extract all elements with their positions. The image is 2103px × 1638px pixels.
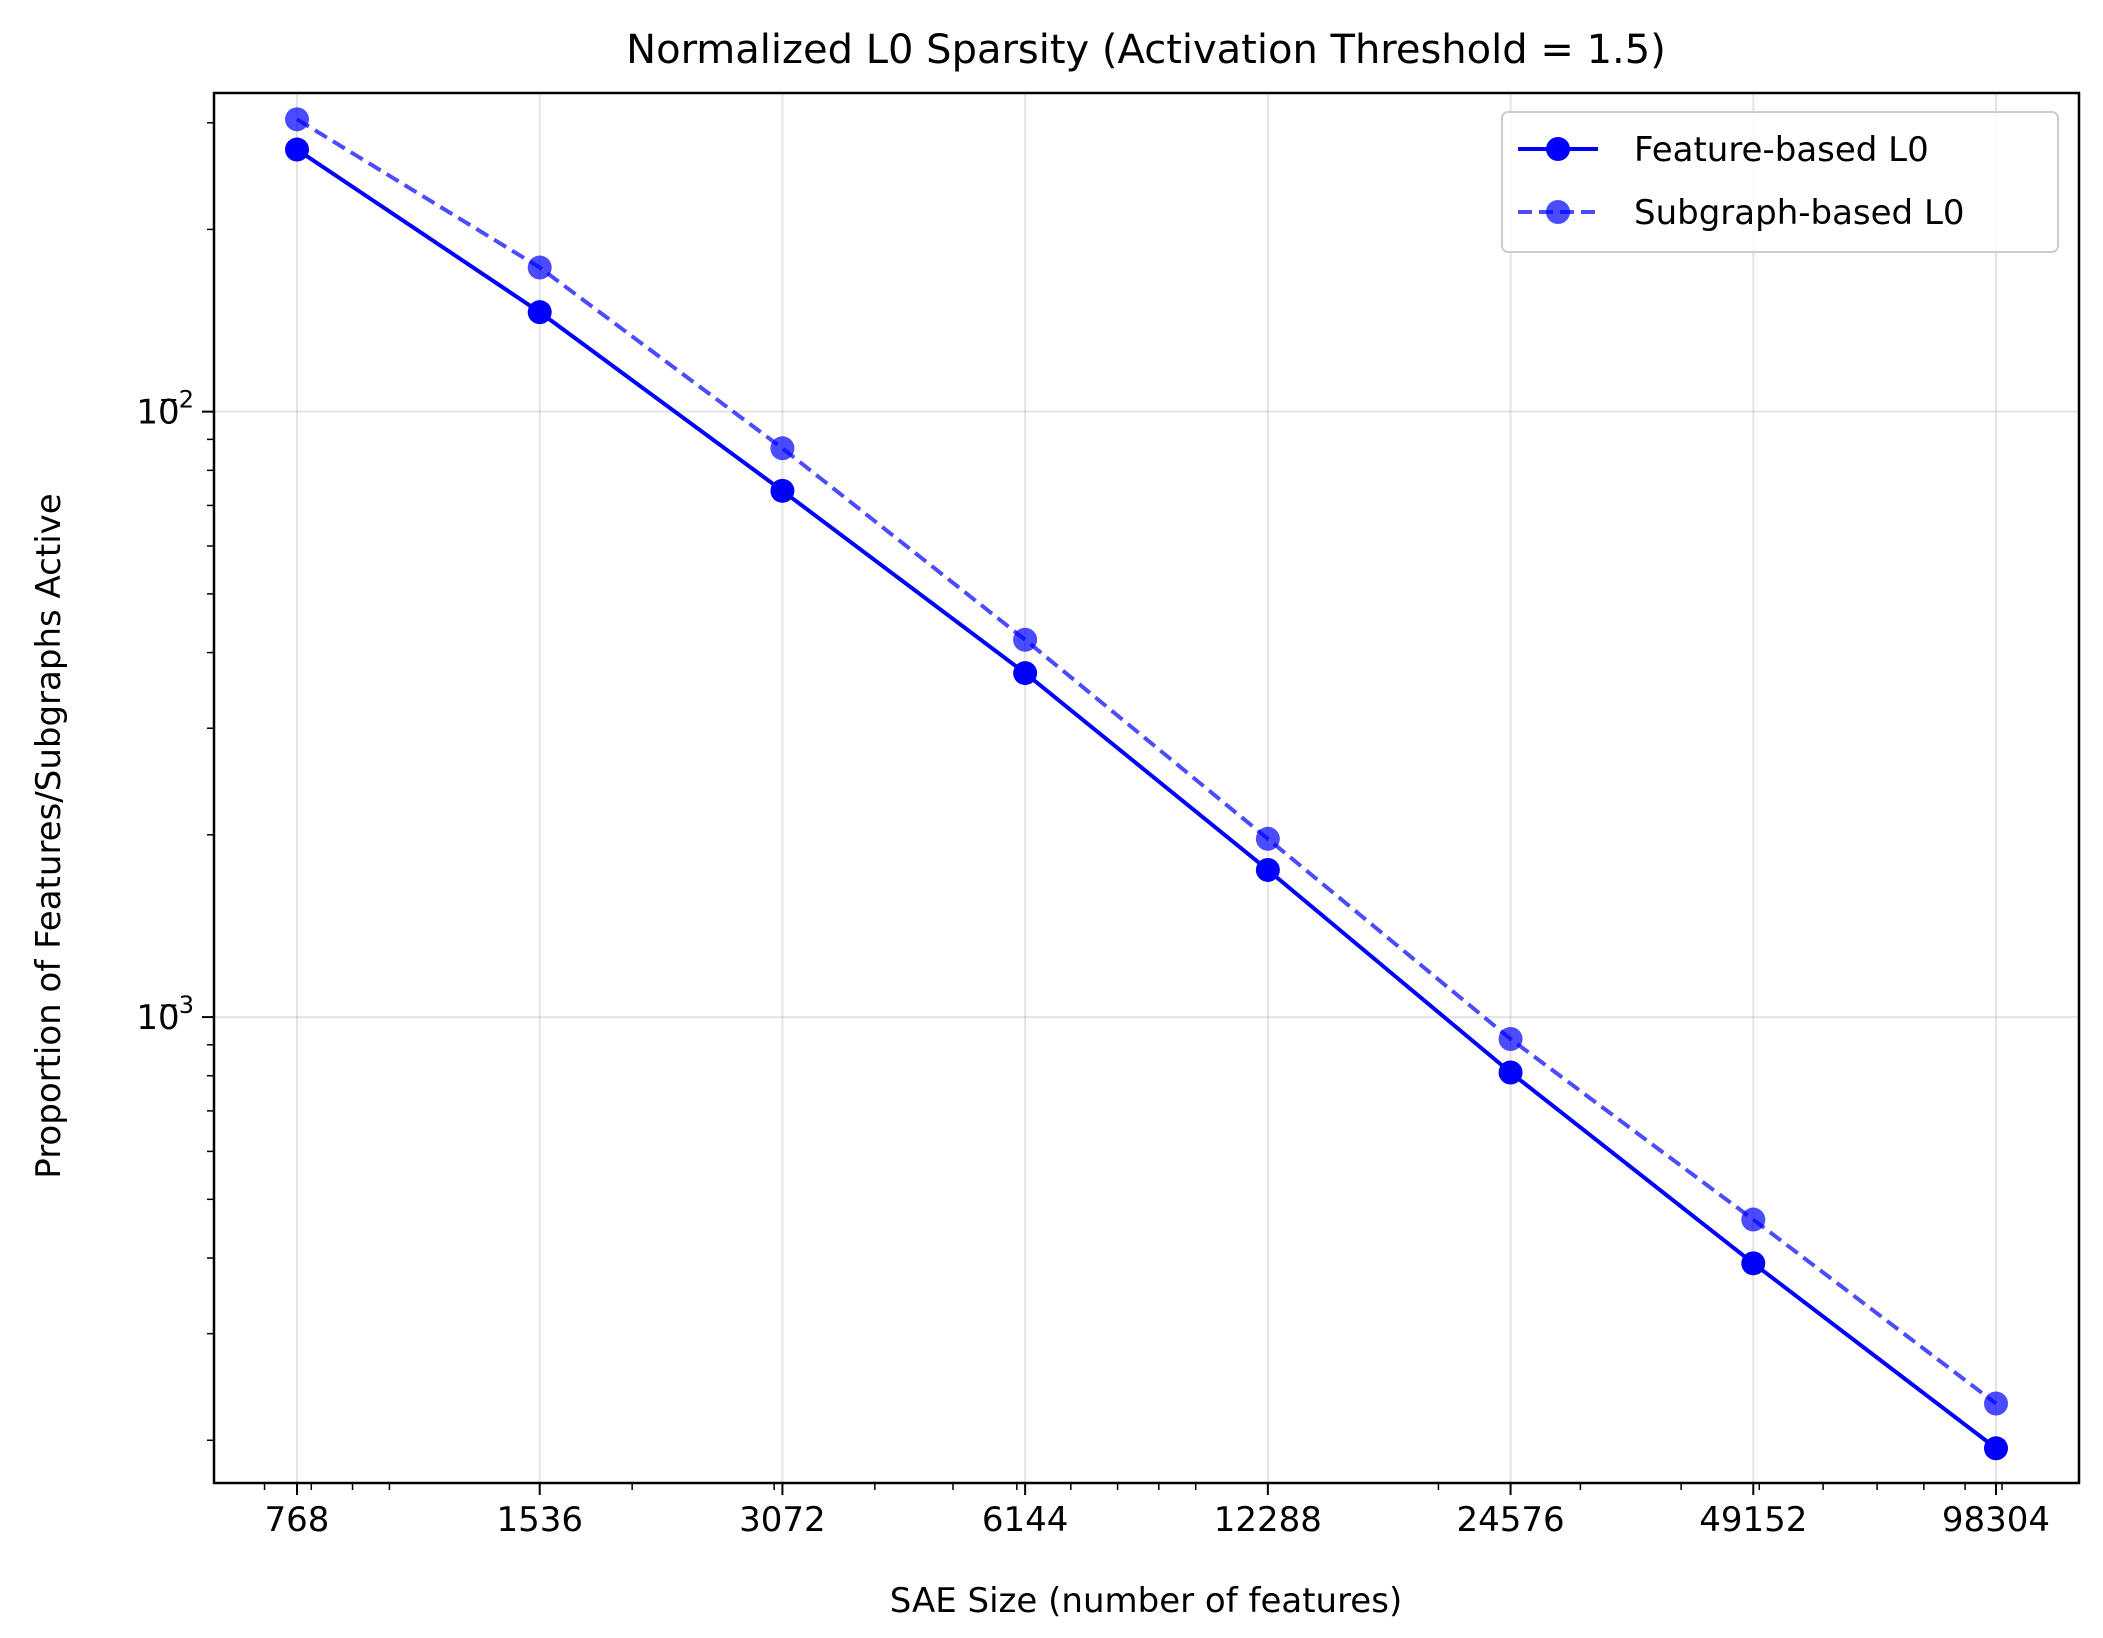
data-point (527, 300, 552, 325)
y-tick-label: 10 (136, 393, 179, 433)
series-line (295, 147, 1998, 1450)
series-line (295, 117, 1998, 1406)
x-tick-label: 768 (265, 1500, 330, 1540)
x-tick-label: 12288 (1214, 1500, 1322, 1540)
legend-box (1501, 111, 2059, 253)
series-feature-based (285, 137, 2008, 1461)
legend-label-feature: Feature-based L0 (1634, 130, 1929, 170)
y-tick-exponent: −3 (159, 991, 194, 1019)
x-tick-label: 3072 (739, 1500, 826, 1540)
axis-ticks: 768 1536 3072 6144 12288 24576 49152 9830410−21… (136, 122, 2050, 1540)
y-axis-label: Proportion of Features/Subgraphs Active (29, 493, 69, 1178)
data-point (1984, 1436, 2008, 1461)
data-point (1741, 1207, 1766, 1232)
x-tick-label: 49152 (1699, 1500, 1807, 1540)
data-point (1255, 826, 1280, 851)
legend-marker-subgraph (1546, 200, 1570, 224)
data-point (1013, 627, 1038, 652)
series-subgraph-based (285, 107, 2008, 1416)
x-tick-label: 98304 (1942, 1500, 2050, 1540)
data-point (1741, 1251, 1766, 1276)
data-point (1498, 1060, 1523, 1085)
data-point (1498, 1027, 1523, 1052)
data-point (1255, 857, 1280, 882)
data-point (285, 137, 309, 162)
legend-label-subgraph: Subgraph-based L0 (1634, 193, 1965, 233)
x-tick-label: 6144 (982, 1500, 1069, 1540)
y-tick-exponent: −2 (159, 386, 194, 414)
data-point (285, 107, 309, 132)
series (285, 107, 2008, 1461)
data-point (527, 255, 552, 280)
data-point (1013, 661, 1038, 686)
plot-frame (212, 91, 2081, 1485)
legend-marker-feature (1546, 137, 1570, 161)
legend: Feature-based L0 Subgraph-based L0 (1501, 111, 2059, 253)
data-point (1984, 1391, 2008, 1416)
x-tick-label: 1536 (496, 1500, 583, 1540)
y-tick-label: 10 (136, 998, 179, 1038)
data-point (770, 436, 795, 461)
x-axis-label: SAE Size (number of features) (890, 1581, 1402, 1621)
x-tick-label: 24576 (1456, 1500, 1564, 1540)
data-point (770, 478, 795, 503)
chart-title: Normalized L0 Sparsity (Activation Thres… (626, 27, 1666, 73)
